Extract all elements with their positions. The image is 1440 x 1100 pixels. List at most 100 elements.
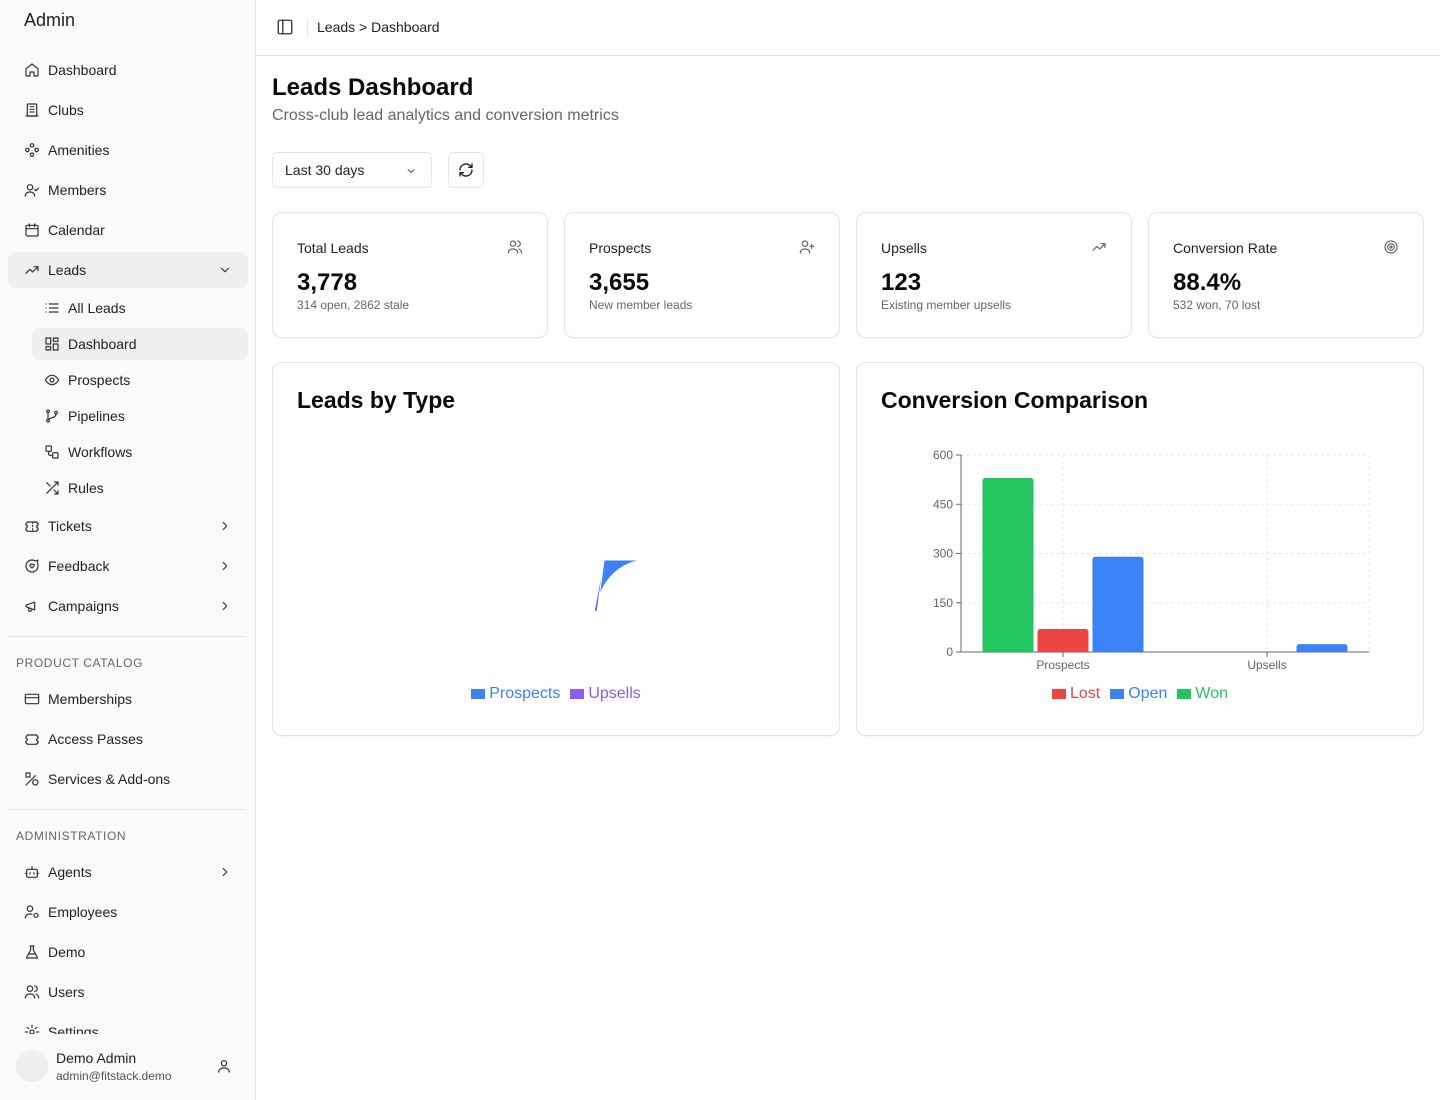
refresh-button[interactable] <box>448 152 484 188</box>
stat-value: 123 <box>881 269 922 296</box>
user-check-icon <box>24 182 40 198</box>
y-tick-label: 300 <box>933 547 953 561</box>
stat-value: 3,655 <box>589 269 650 296</box>
sidebar-item-services-addons[interactable]: Services & Add-ons <box>8 761 248 797</box>
message-heart-icon <box>24 558 40 574</box>
date-range-value: Last 30 days <box>285 162 365 178</box>
legend-label: Prospects <box>489 685 561 702</box>
bar-won-prospects[interactable] <box>982 477 1034 652</box>
sidebar-item-agents[interactable]: Agents <box>8 854 248 890</box>
sidebar-item-label: Amenities <box>48 142 110 158</box>
sidebar-subitem-label: Rules <box>68 480 104 496</box>
user-menu[interactable]: Demo Admin admin@fitstack.demo <box>16 1050 248 1084</box>
stat-value: 3,778 <box>297 269 358 296</box>
sidebar-subitem-all-leads[interactable]: All Leads <box>32 292 248 324</box>
bot-icon <box>24 864 40 880</box>
sidebar-item-label: Calendar <box>48 222 105 238</box>
building-icon <box>24 102 40 118</box>
legend-label: Upsells <box>588 685 641 702</box>
list-icon <box>44 300 60 316</box>
layout-dashboard-icon <box>44 336 60 352</box>
x-tick-label: Upsells <box>1247 658 1286 672</box>
sidebar-item-amenities[interactable]: Amenities <box>8 132 248 168</box>
sidebar-toggle-icon[interactable] <box>276 18 296 38</box>
sidebar-item-access-passes[interactable]: Access Passes <box>8 721 248 757</box>
legend-label: Won <box>1195 685 1228 702</box>
legend-item-won[interactable]: Won <box>1177 685 1228 703</box>
y-tick-label: 150 <box>933 596 953 610</box>
chart-card-conversion-comparison: Conversion Comparison 0 150 300 450 600 Prosp… <box>856 362 1424 736</box>
stat-label: Prospects <box>589 240 652 256</box>
user-icon[interactable] <box>216 1058 232 1074</box>
sidebar-item-tickets[interactable]: Tickets <box>8 508 248 544</box>
shuffle-icon <box>44 480 60 496</box>
legend-swatch <box>570 689 585 699</box>
sidebar-subitem-rules[interactable]: Rules <box>32 472 248 504</box>
stat-card-prospects: Prospects 3,655 New member leads <box>564 212 840 338</box>
legend-item-lost[interactable]: Lost <box>1052 685 1100 703</box>
y-tick-label: 0 <box>946 645 953 659</box>
stat-card-upsells: Upsells 123 Existing member upsells <box>856 212 1132 338</box>
page-title: Leads Dashboard <box>272 74 474 101</box>
user-name: Demo Admin <box>56 1050 137 1066</box>
sidebar-item-label: Demo <box>48 944 86 960</box>
sidebar-item-calendar[interactable]: Calendar <box>8 212 248 248</box>
y-tick-label: 450 <box>933 497 953 511</box>
refresh-icon <box>459 163 473 177</box>
sidebar-item-label: Campaigns <box>48 598 119 614</box>
legend-item-upsells[interactable]: Upsells <box>570 685 641 703</box>
sidebar-item-employees[interactable]: Employees <box>8 894 248 930</box>
pie-slice-upsells[interactable] <box>593 559 605 613</box>
stat-subtext: 314 open, 2862 stale <box>297 298 410 312</box>
date-range-select[interactable]: Last 30 days <box>272 152 432 188</box>
bar-open-upsells[interactable] <box>1296 644 1348 652</box>
breadcrumb: Leads > Dashboard <box>317 19 440 35</box>
sidebar-subitem-workflows[interactable]: Workflows <box>32 436 248 468</box>
chevron-right-icon <box>218 865 232 879</box>
bar-legend: Lost Open Won <box>857 685 1423 703</box>
sidebar-item-campaigns[interactable]: Campaigns <box>8 588 248 624</box>
stat-value: 88.4% <box>1173 269 1242 296</box>
sidebar-item-label: Tickets <box>48 518 92 534</box>
sidebar-item-clubs[interactable]: Clubs <box>8 92 248 128</box>
sidebar-item-label: Access Passes <box>48 731 143 747</box>
sidebar-item-label: Leads <box>48 262 87 278</box>
shapes-icon <box>24 771 40 787</box>
bar-chart: 0 150 300 450 600 Prospects Upsells <box>933 448 1370 672</box>
section-label-product-catalog: PRODUCT CATALOG <box>16 656 144 670</box>
sidebar-subitem-pipelines[interactable]: Pipelines <box>32 400 248 432</box>
sidebar-subitem-prospects[interactable]: Prospects <box>32 364 248 396</box>
sidebar-footer: Demo Admin admin@fitstack.demo <box>0 1034 255 1100</box>
legend-swatch <box>1052 689 1066 699</box>
legend-label: Open <box>1128 685 1168 702</box>
grid-dots-icon <box>24 142 40 158</box>
calendar-icon <box>24 222 40 238</box>
sidebar-item-demo[interactable]: Demo <box>8 934 248 970</box>
sidebar-item-label: Dashboard <box>48 62 117 78</box>
chevron-down-icon <box>218 263 232 277</box>
sidebar-item-label: Users <box>48 984 85 1000</box>
chart-title: Leads by Type <box>297 387 456 413</box>
legend-item-prospects[interactable]: Prospects <box>471 685 560 703</box>
section-label-administration: ADMINISTRATION <box>16 829 127 843</box>
sidebar-item-dashboard[interactable]: Dashboard <box>8 52 248 88</box>
legend-label: Lost <box>1070 685 1101 702</box>
sidebar-subitem-dashboard[interactable]: Dashboard <box>32 328 248 360</box>
top-bar: Leads > Dashboard <box>256 0 1440 56</box>
bar-open-prospects[interactable] <box>1092 556 1144 652</box>
legend-item-open[interactable]: Open <box>1110 685 1167 703</box>
legend-swatch <box>1177 689 1192 699</box>
legend-swatch <box>471 689 486 699</box>
bar-lost-prospects[interactable] <box>1037 629 1089 652</box>
sidebar-item-users[interactable]: Users <box>8 974 248 1010</box>
sidebar-item-members[interactable]: Members <box>8 172 248 208</box>
sidebar-item-feedback[interactable]: Feedback <box>8 548 248 584</box>
home-icon <box>24 62 40 78</box>
sidebar-item-leads[interactable]: Leads <box>8 252 248 288</box>
sidebar-item-memberships[interactable]: Memberships <box>8 681 248 717</box>
stat-label: Total Leads <box>297 240 369 256</box>
sidebar-divider <box>8 809 246 810</box>
flask-icon <box>24 944 40 960</box>
trending-up-icon <box>1091 239 1107 255</box>
pie-slice-prospects[interactable] <box>596 559 657 612</box>
